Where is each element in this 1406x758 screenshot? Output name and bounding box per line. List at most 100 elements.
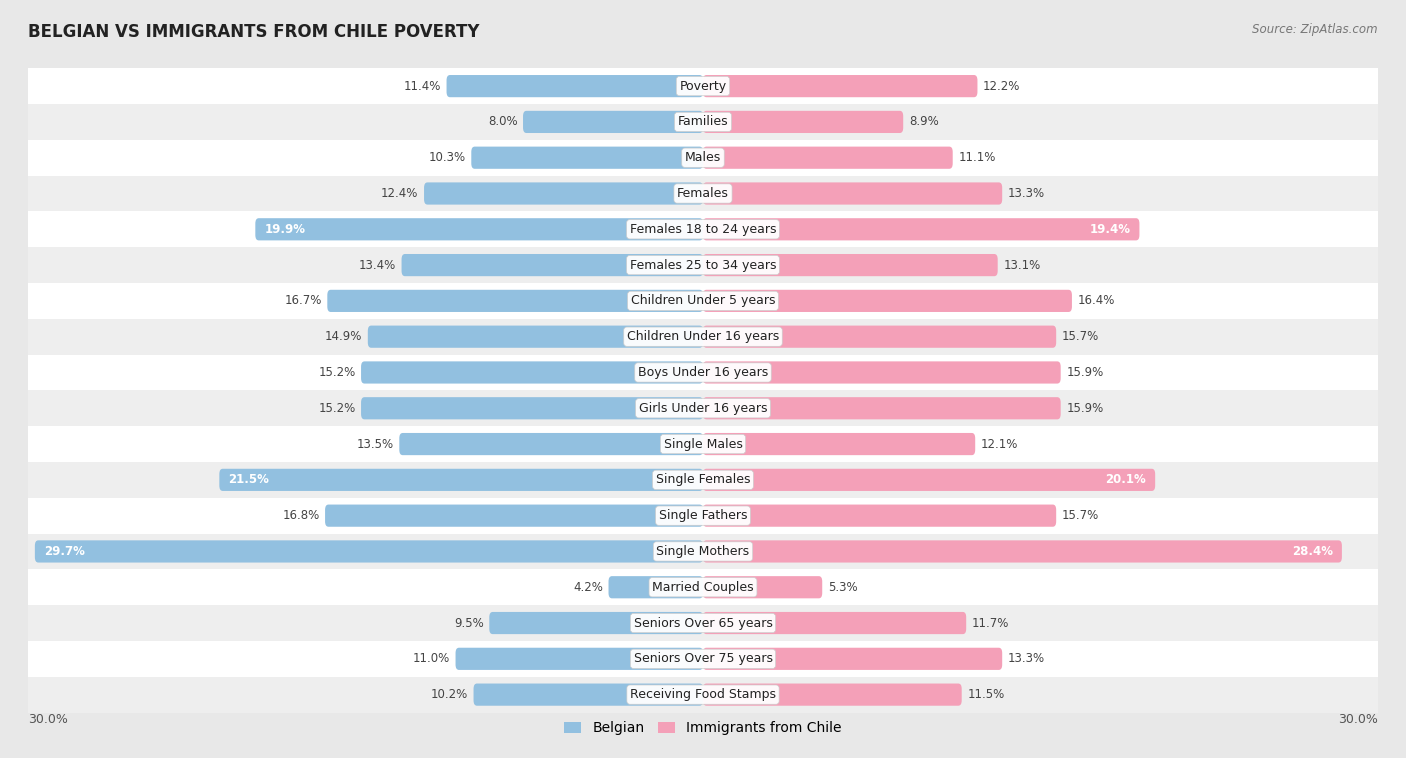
Bar: [28, 211, 1378, 247]
Bar: [28, 390, 1378, 426]
Bar: [28, 462, 1378, 498]
Text: 16.7%: 16.7%: [284, 294, 322, 308]
Text: 12.4%: 12.4%: [381, 187, 419, 200]
FancyBboxPatch shape: [703, 612, 966, 634]
Text: Single Fathers: Single Fathers: [659, 509, 747, 522]
Bar: [28, 498, 1378, 534]
Text: 29.7%: 29.7%: [44, 545, 84, 558]
Text: Married Couples: Married Couples: [652, 581, 754, 594]
Text: 30.0%: 30.0%: [1339, 713, 1378, 726]
FancyBboxPatch shape: [523, 111, 703, 133]
Text: 19.9%: 19.9%: [264, 223, 305, 236]
Bar: [28, 283, 1378, 319]
Text: 11.1%: 11.1%: [959, 151, 995, 164]
Text: 15.2%: 15.2%: [318, 402, 356, 415]
FancyBboxPatch shape: [703, 254, 998, 276]
Text: Females 18 to 24 years: Females 18 to 24 years: [630, 223, 776, 236]
FancyBboxPatch shape: [425, 183, 703, 205]
Text: Single Mothers: Single Mothers: [657, 545, 749, 558]
Text: 13.4%: 13.4%: [359, 258, 396, 271]
Text: 11.7%: 11.7%: [972, 616, 1010, 630]
Text: Source: ZipAtlas.com: Source: ZipAtlas.com: [1253, 23, 1378, 36]
FancyBboxPatch shape: [35, 540, 703, 562]
FancyBboxPatch shape: [703, 290, 1071, 312]
Bar: [28, 641, 1378, 677]
Text: 16.8%: 16.8%: [283, 509, 319, 522]
FancyBboxPatch shape: [489, 612, 703, 634]
FancyBboxPatch shape: [609, 576, 703, 598]
FancyBboxPatch shape: [703, 576, 823, 598]
Text: 10.3%: 10.3%: [429, 151, 465, 164]
FancyBboxPatch shape: [474, 684, 703, 706]
FancyBboxPatch shape: [703, 540, 1341, 562]
Text: 30.0%: 30.0%: [28, 713, 67, 726]
Text: 12.1%: 12.1%: [981, 437, 1018, 450]
Text: Seniors Over 75 years: Seniors Over 75 years: [634, 653, 772, 666]
Bar: [28, 176, 1378, 211]
Text: Children Under 16 years: Children Under 16 years: [627, 330, 779, 343]
Text: Females 25 to 34 years: Females 25 to 34 years: [630, 258, 776, 271]
FancyBboxPatch shape: [361, 362, 703, 384]
Text: Girls Under 16 years: Girls Under 16 years: [638, 402, 768, 415]
Text: 11.4%: 11.4%: [404, 80, 441, 92]
Text: Males: Males: [685, 151, 721, 164]
FancyBboxPatch shape: [368, 326, 703, 348]
FancyBboxPatch shape: [703, 183, 1002, 205]
FancyBboxPatch shape: [703, 146, 953, 169]
Text: 9.5%: 9.5%: [454, 616, 484, 630]
Text: Females: Females: [678, 187, 728, 200]
Text: 13.3%: 13.3%: [1008, 653, 1045, 666]
Bar: [28, 247, 1378, 283]
Text: 28.4%: 28.4%: [1292, 545, 1333, 558]
Text: 14.9%: 14.9%: [325, 330, 363, 343]
Text: Receiving Food Stamps: Receiving Food Stamps: [630, 688, 776, 701]
FancyBboxPatch shape: [703, 468, 1156, 491]
Bar: [28, 677, 1378, 713]
Text: 15.7%: 15.7%: [1062, 330, 1099, 343]
Text: 20.1%: 20.1%: [1105, 473, 1146, 487]
FancyBboxPatch shape: [325, 505, 703, 527]
Text: 15.9%: 15.9%: [1066, 366, 1104, 379]
Bar: [28, 68, 1378, 104]
Text: 8.0%: 8.0%: [488, 115, 517, 128]
Bar: [28, 569, 1378, 605]
FancyBboxPatch shape: [703, 505, 1056, 527]
Text: 13.5%: 13.5%: [357, 437, 394, 450]
FancyBboxPatch shape: [399, 433, 703, 455]
Text: 19.4%: 19.4%: [1090, 223, 1130, 236]
FancyBboxPatch shape: [703, 362, 1060, 384]
Text: Single Males: Single Males: [664, 437, 742, 450]
Text: Boys Under 16 years: Boys Under 16 years: [638, 366, 768, 379]
Text: 15.2%: 15.2%: [318, 366, 356, 379]
Text: 12.2%: 12.2%: [983, 80, 1021, 92]
Text: 8.9%: 8.9%: [908, 115, 939, 128]
FancyBboxPatch shape: [703, 218, 1139, 240]
FancyBboxPatch shape: [471, 146, 703, 169]
Bar: [28, 104, 1378, 139]
Bar: [28, 426, 1378, 462]
Text: Families: Families: [678, 115, 728, 128]
Text: Children Under 5 years: Children Under 5 years: [631, 294, 775, 308]
FancyBboxPatch shape: [361, 397, 703, 419]
FancyBboxPatch shape: [703, 111, 903, 133]
FancyBboxPatch shape: [219, 468, 703, 491]
Text: 4.2%: 4.2%: [574, 581, 603, 594]
Text: 11.0%: 11.0%: [413, 653, 450, 666]
Text: Seniors Over 65 years: Seniors Over 65 years: [634, 616, 772, 630]
Text: BELGIAN VS IMMIGRANTS FROM CHILE POVERTY: BELGIAN VS IMMIGRANTS FROM CHILE POVERTY: [28, 23, 479, 41]
Text: Poverty: Poverty: [679, 80, 727, 92]
Text: 21.5%: 21.5%: [228, 473, 269, 487]
Bar: [28, 534, 1378, 569]
FancyBboxPatch shape: [703, 684, 962, 706]
Bar: [28, 319, 1378, 355]
Text: 10.2%: 10.2%: [430, 688, 468, 701]
FancyBboxPatch shape: [447, 75, 703, 97]
FancyBboxPatch shape: [328, 290, 703, 312]
Text: 16.4%: 16.4%: [1077, 294, 1115, 308]
FancyBboxPatch shape: [402, 254, 703, 276]
Bar: [28, 355, 1378, 390]
Legend: Belgian, Immigrants from Chile: Belgian, Immigrants from Chile: [560, 716, 846, 741]
FancyBboxPatch shape: [703, 397, 1060, 419]
Text: 5.3%: 5.3%: [828, 581, 858, 594]
Text: 15.9%: 15.9%: [1066, 402, 1104, 415]
